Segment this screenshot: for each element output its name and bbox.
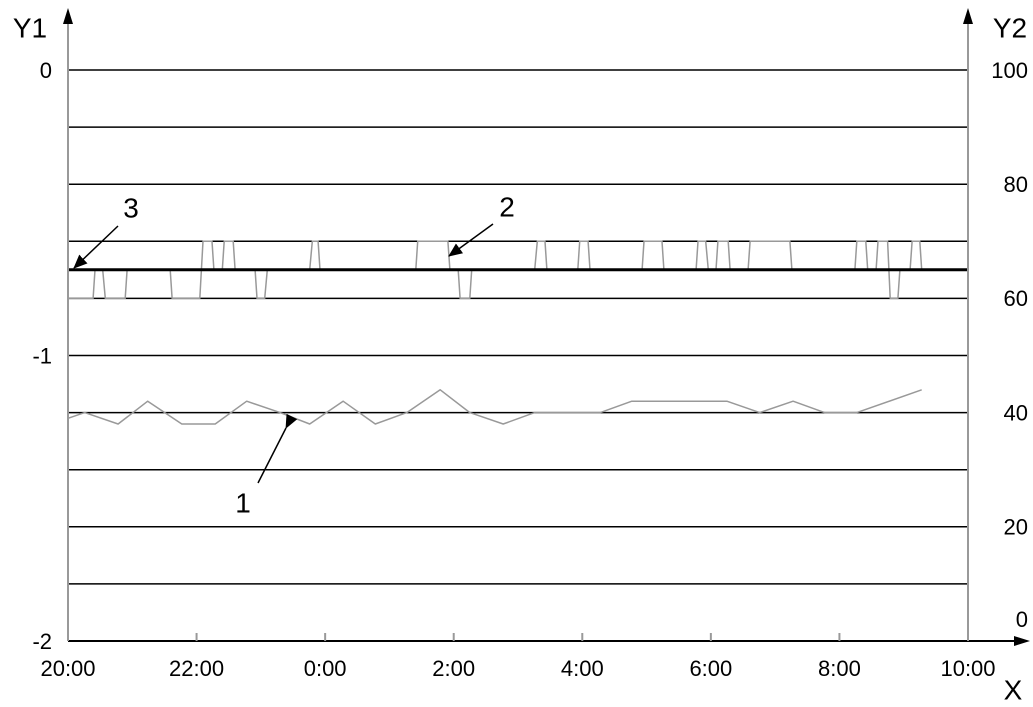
annotation-arrow [448,223,494,257]
plot [67,240,968,425]
y2-tick-label: 20 [1004,515,1028,540]
y2-tick-label: 80 [1004,172,1028,197]
x-arrow [1014,636,1030,646]
annotation: 3 [123,192,139,223]
x-tick-label: 8:00 [818,656,861,681]
annotation: 1 [235,487,251,518]
grid [68,69,968,585]
y2-tick-label: 100 [991,58,1028,83]
annotation-arrow [257,413,298,484]
x-tick-label: 10:00 [940,656,995,681]
y2-arrow [963,8,973,24]
y1-tick-label: -1 [32,343,52,368]
y1-tick-label: -2 [32,629,52,654]
y1-label: Y1 [13,12,47,43]
x-tick-label: 2:00 [432,656,475,681]
x-tick-label: 6:00 [689,656,732,681]
x-label: X [1004,674,1023,705]
series-line [67,389,922,425]
y2-tick-label: 60 [1004,286,1028,311]
x-tick-label: 20:00 [40,656,95,681]
y2-label: Y2 [993,12,1027,43]
annotation: 2 [499,191,515,222]
y2-tick-label: 0 [1016,607,1028,632]
y1-arrow [63,8,73,24]
y2-tick-label: 40 [1004,400,1028,425]
x-tick-label: 0:00 [304,656,347,681]
annotation-arrow [73,225,119,269]
x-tick-label: 4:00 [561,656,604,681]
x-tick-label: 22:00 [169,656,224,681]
series-line [68,240,940,300]
y1-tick-label: 0 [40,58,52,83]
